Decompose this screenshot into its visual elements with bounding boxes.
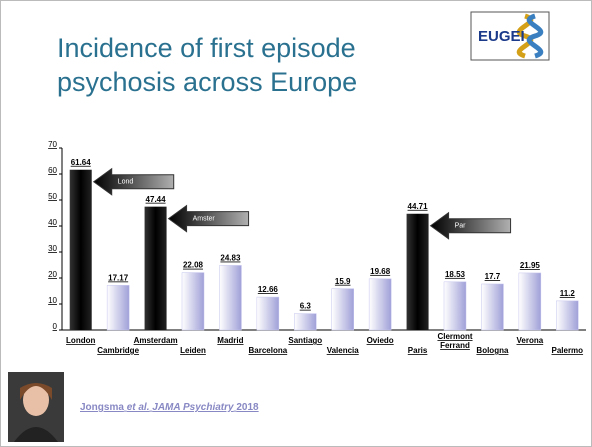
x-tick-label: Bologna bbox=[476, 346, 509, 355]
bar bbox=[556, 301, 578, 330]
x-tick-label: London bbox=[66, 336, 95, 345]
bar bbox=[182, 273, 204, 330]
citation-journal: JAMA Psychiatry bbox=[152, 402, 234, 413]
y-tick-label: 40 bbox=[48, 218, 57, 227]
annotation-text: Amster bbox=[193, 215, 216, 222]
x-tick-label: Palermo bbox=[551, 346, 583, 355]
value-label: 15.9 bbox=[335, 277, 351, 286]
x-tick-label: Amsterdam bbox=[134, 336, 178, 345]
x-tick-label-part: Ferrand bbox=[440, 341, 470, 350]
bar bbox=[332, 289, 354, 330]
citation: Jongsma et al. JAMA Psychiatry 2018 bbox=[80, 402, 259, 413]
title: Incidence of first episode bbox=[57, 33, 356, 63]
x-tick-label: Paris bbox=[408, 346, 428, 355]
x-tick-label: Oviedo bbox=[367, 336, 394, 345]
value-label: 6.3 bbox=[300, 302, 312, 311]
y-tick-label: 20 bbox=[48, 270, 57, 279]
value-label: 24.83 bbox=[220, 254, 241, 263]
value-label: 61.64 bbox=[71, 158, 92, 167]
y-tick-label: 60 bbox=[48, 166, 57, 175]
logo-text: EUGEI bbox=[478, 28, 525, 45]
y-tick-label: 10 bbox=[48, 296, 57, 305]
x-tick-label: Santiago bbox=[288, 336, 322, 345]
x-tick-label: Barcelona bbox=[249, 346, 288, 355]
slide: Incidence of first episode psychosis acr… bbox=[0, 0, 592, 447]
value-label: 17.17 bbox=[108, 273, 129, 282]
bar bbox=[407, 214, 429, 330]
bar bbox=[444, 282, 466, 330]
bar bbox=[107, 285, 129, 330]
annotation-text: Par bbox=[455, 223, 467, 230]
citation-author: Jongsma bbox=[80, 402, 124, 413]
bar bbox=[219, 265, 241, 330]
x-tick-label: Cambridge bbox=[97, 346, 139, 355]
value-label: 11.2 bbox=[560, 289, 576, 298]
value-label: 18.53 bbox=[445, 270, 466, 279]
value-label: 19.68 bbox=[370, 267, 391, 276]
value-label: 17.7 bbox=[485, 272, 501, 281]
x-tick-label: Verona bbox=[517, 336, 544, 345]
x-tick-label: Leiden bbox=[180, 346, 206, 355]
value-label: 12.66 bbox=[258, 285, 279, 294]
value-label: 47.44 bbox=[146, 195, 167, 204]
y-tick-label: 30 bbox=[48, 244, 57, 253]
value-label: 22.08 bbox=[183, 261, 204, 270]
logo: EUGEI bbox=[471, 12, 549, 60]
bar bbox=[369, 279, 391, 330]
y-tick-label: 70 bbox=[48, 140, 57, 149]
bar bbox=[145, 207, 167, 330]
bar bbox=[257, 297, 279, 330]
y-tick-label: 50 bbox=[48, 192, 57, 201]
value-label: 21.95 bbox=[520, 261, 541, 270]
x-tick-label: Valencia bbox=[327, 346, 360, 355]
x-tick-label-part: Clermont bbox=[437, 332, 472, 341]
value-label: 44.71 bbox=[408, 202, 429, 211]
citation-year: 2018 bbox=[236, 402, 259, 413]
bar bbox=[70, 170, 92, 330]
bar bbox=[519, 273, 541, 330]
y-tick-label: 0 bbox=[53, 322, 58, 331]
x-tick-label: Madrid bbox=[217, 336, 243, 345]
citation-etal: et al. bbox=[127, 402, 150, 413]
photo bbox=[8, 372, 64, 442]
title: psychosis across Europe bbox=[57, 67, 357, 97]
bar bbox=[294, 314, 316, 330]
bar bbox=[481, 284, 503, 330]
annotation-text: Lond bbox=[118, 179, 134, 186]
